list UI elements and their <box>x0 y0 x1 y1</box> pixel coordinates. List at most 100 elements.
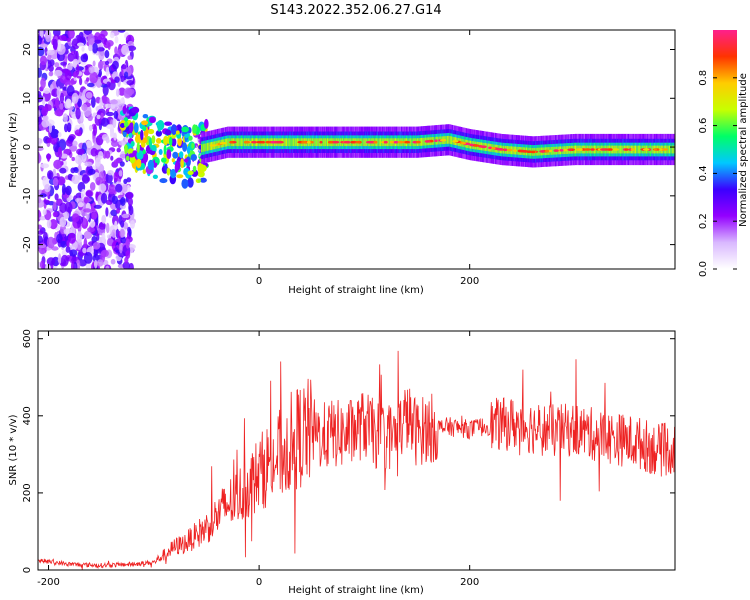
spectrogram-cell <box>66 85 75 97</box>
spectrogram-cell <box>54 193 59 201</box>
spectrogram-cell <box>169 136 173 146</box>
spectrogram-cell <box>113 110 119 119</box>
spectrogram-cell <box>106 238 114 246</box>
spectrogram-cell <box>176 174 184 179</box>
colorbar-ticks: 0.0 0.2 0.4 0.6 0.8 <box>698 70 737 277</box>
spectrogram-cell <box>187 177 194 188</box>
spectrogram-hot-cell <box>600 148 606 151</box>
spectrogram-cell <box>73 167 79 173</box>
colorbar-label: Normalized spectral amplitude <box>738 73 749 227</box>
spectrogram-cell <box>100 83 108 88</box>
spectrogram-ridge-cell <box>201 144 203 153</box>
spectrogram-cell <box>140 129 144 141</box>
spectrogram-cell <box>92 42 98 54</box>
spectrogram-ridge-cell <box>226 138 228 147</box>
spectrogram-cell <box>38 224 42 230</box>
spectrogram-cell <box>52 38 58 50</box>
spectrogram-cell <box>155 130 163 137</box>
spectrogram-ridge-cell <box>552 146 554 155</box>
spectrogram-hot-cell <box>548 149 553 153</box>
spectrogram-cell <box>87 82 95 88</box>
spectrogram-cell <box>204 118 209 129</box>
spectrogram-hot-cell <box>562 148 568 152</box>
snr-y-label: SNR (10 * v/v) <box>8 414 19 485</box>
spectrogram-cell <box>113 132 117 141</box>
spectrogram-cell <box>164 129 172 136</box>
spectrogram-cell <box>97 60 104 70</box>
spectrogram-cell <box>53 30 61 37</box>
spectrogram-cell <box>99 97 103 110</box>
spectrogram-ridge-cell <box>620 145 622 154</box>
spectrogram-hot-cell <box>243 140 251 144</box>
spectrogram-cell <box>86 140 93 149</box>
spectrogram-ridge-cell <box>447 135 449 144</box>
spectrogram-cell <box>56 233 63 244</box>
spectrogram-cell <box>46 257 56 266</box>
spectrogram-hot-cell <box>424 140 431 143</box>
spectrogram-ridge-cell <box>295 138 297 147</box>
spectrogram-y-tick-label: -10 <box>22 188 33 204</box>
spectrogram-ridge-cell <box>284 138 286 147</box>
spectrogram-cell <box>124 121 129 128</box>
spectrogram-cell <box>92 60 96 67</box>
spectrogram-cell <box>119 228 125 238</box>
spectrogram-cell <box>93 204 102 209</box>
spectrogram-cell <box>107 42 111 50</box>
spectrogram-cell <box>46 138 52 144</box>
spectrogram-cell <box>148 137 153 148</box>
spectrogram-cell <box>107 170 114 176</box>
spectrogram-cell <box>66 122 72 133</box>
spectrogram-cell <box>89 71 98 84</box>
spectrogram-hot-cell <box>383 140 388 144</box>
spectrogram-cell <box>85 190 93 197</box>
spectrogram-cell <box>141 120 149 126</box>
spectrogram-cell <box>87 226 95 233</box>
spectrogram-cell <box>38 46 45 57</box>
spectrogram-cell <box>50 128 59 139</box>
spectrogram-ridge-cell <box>433 137 435 145</box>
spectrogram-y-tick-label: 10 <box>22 92 33 105</box>
spectrogram-ridge-cell <box>423 137 425 146</box>
spectrogram-ridge-cell <box>364 138 366 147</box>
spectrogram-ridge-cell <box>296 138 297 147</box>
spectrogram-cell <box>52 201 57 211</box>
spectrogram-cell <box>104 60 110 65</box>
spectrogram-ridge-cell <box>202 144 203 152</box>
spectrogram-cell <box>93 124 98 136</box>
spectrogram-ridge-cell <box>316 138 318 147</box>
spectrogram-cell <box>109 99 118 105</box>
spectrogram-hot-cell <box>608 148 613 151</box>
spectrogram-cell <box>42 199 51 204</box>
spectrogram-ridge-cell <box>236 138 238 147</box>
spectrogram-cell <box>71 92 79 104</box>
spectrogram-ridge-cell <box>209 142 211 151</box>
spectrogram-cell <box>142 114 149 119</box>
spectrogram-ridge-cell <box>324 138 326 147</box>
spectrogram-hot-cell <box>373 140 378 144</box>
spectrogram-cell <box>46 153 51 162</box>
spectrogram-cell <box>67 30 75 39</box>
spectrogram-ridge-cell <box>487 143 489 152</box>
spectrogram-cell <box>114 46 118 55</box>
spectrogram-cell <box>83 196 89 204</box>
spectrogram-cell <box>131 106 140 114</box>
spectrogram-ridge-cell <box>635 145 637 154</box>
spectrogram-ridge-cell <box>668 145 670 154</box>
spectrogram-cell <box>52 168 57 178</box>
spectrogram-ridge-cell <box>486 143 488 152</box>
spectrogram-cell <box>152 174 158 179</box>
spectrogram-hot-cell <box>624 148 629 151</box>
spectrogram-cell <box>187 170 194 175</box>
spectrogram-cell <box>105 207 109 217</box>
spectrogram-cell <box>81 174 90 184</box>
spectrogram-cell <box>198 149 201 152</box>
spectrogram-ridge-cell <box>671 145 673 154</box>
spectrogram-cell <box>197 141 200 144</box>
spectrogram-cell <box>64 70 72 81</box>
spectrogram-cell <box>75 154 83 165</box>
spectrogram-cell <box>116 208 120 214</box>
spectrogram-ridge-cell <box>202 144 204 152</box>
spectrogram-hot-cell <box>306 140 311 144</box>
spectrogram-hot-cell <box>540 150 545 153</box>
